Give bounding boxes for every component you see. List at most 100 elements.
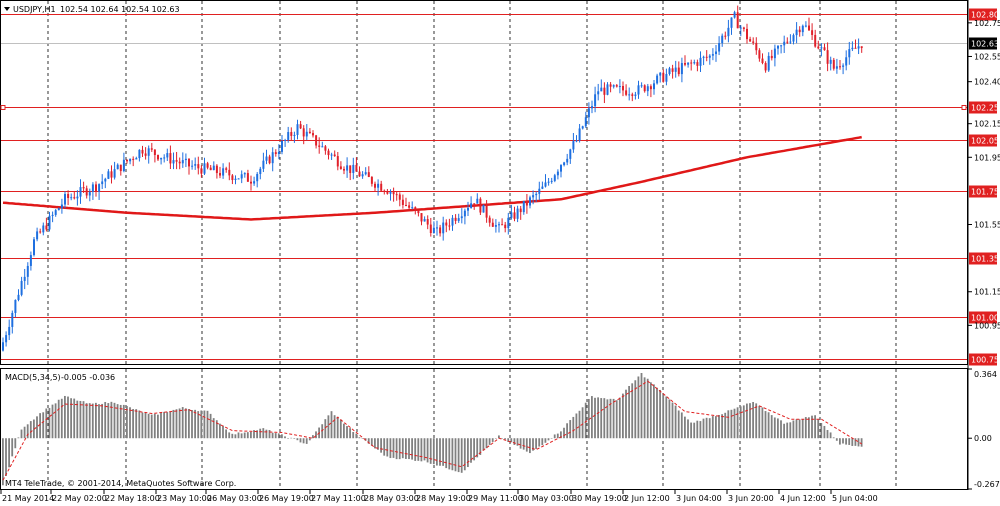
macd-histogram-bar — [132, 409, 134, 439]
candle-body — [389, 191, 392, 194]
x-tick-label: 30 May 03:00 — [519, 494, 574, 503]
candle-body — [665, 74, 668, 82]
macd-histogram-bar — [671, 402, 674, 439]
macd-histogram-bar — [584, 402, 587, 439]
candle-body — [684, 63, 686, 65]
candle-body — [147, 148, 150, 156]
macd-histogram-bar — [715, 416, 717, 439]
macd-histogram-bar — [687, 419, 689, 439]
candle-body — [572, 141, 575, 150]
candle-body — [222, 168, 225, 176]
candle-body — [773, 48, 776, 59]
line-anchor-icon[interactable] — [961, 105, 967, 110]
candle-body — [126, 159, 128, 162]
macd-histogram-bar — [637, 376, 640, 439]
macd-histogram-bar — [684, 416, 686, 439]
candle-body — [122, 159, 125, 172]
candle-body — [228, 169, 231, 176]
candle-body — [386, 191, 389, 194]
candle-body — [119, 164, 122, 172]
macd-histogram-bar — [783, 423, 785, 439]
candle-body — [494, 225, 497, 227]
candle-body — [556, 171, 559, 176]
candle-body — [54, 210, 57, 215]
candle-body — [330, 154, 333, 156]
macd-histogram-bar — [631, 383, 634, 439]
candle-body — [82, 187, 85, 189]
candle-body — [2, 342, 4, 351]
macd-histogram-bar — [556, 433, 559, 439]
macd-histogram-bar — [54, 403, 57, 439]
price-axis: 102.80102.25102.05101.75101.35101.00100.… — [968, 8, 1000, 366]
line-anchor-icon[interactable] — [0, 105, 6, 110]
macd-histogram-bar — [544, 438, 547, 443]
candle-body — [284, 139, 287, 141]
macd-histogram-bar — [578, 410, 581, 439]
macd-histogram-bar — [457, 438, 460, 473]
macd-axis: 0.364 0.00 -0.267 — [968, 368, 1000, 490]
macd-histogram-bar — [597, 397, 599, 439]
candle-body — [643, 85, 646, 92]
candle-body — [265, 156, 268, 161]
macd-histogram-bar — [343, 423, 345, 439]
candle-body — [662, 72, 665, 82]
macd-histogram-bar — [445, 438, 448, 469]
candle-body — [364, 172, 367, 175]
candle-body — [594, 94, 597, 107]
macd-histogram-bar — [451, 438, 454, 471]
macd-histogram-bar — [126, 406, 128, 439]
macd-histogram-bar — [98, 404, 100, 439]
macd-histogram-bar — [832, 437, 835, 439]
macd-histogram-bar — [600, 398, 603, 439]
macd-histogram-bar — [659, 389, 661, 439]
macd-histogram-bar — [116, 404, 119, 439]
macd-histogram-bar — [594, 397, 596, 439]
candle-body — [535, 193, 538, 196]
level-price-label: 102.25 — [971, 104, 999, 113]
candle-body — [256, 174, 259, 182]
macd-histogram-bar — [333, 415, 336, 439]
vertical-grid — [47, 1, 897, 489]
candle-body — [525, 200, 528, 206]
candle-body — [45, 225, 48, 230]
candle-body — [609, 84, 612, 87]
candle-body — [327, 150, 330, 156]
candle-body — [104, 178, 107, 182]
level-price-tag — [969, 311, 997, 324]
candle-body — [538, 188, 541, 194]
candle-body — [417, 210, 420, 214]
level-price-label: 100.75 — [971, 356, 999, 365]
macd-histogram-bar — [51, 404, 54, 439]
macd-histogram-bar — [141, 412, 144, 439]
x-tick-label: 26 May 03:00 — [207, 494, 262, 503]
macd-histogram-bar — [625, 389, 627, 439]
macd-histogram-bar — [284, 436, 286, 439]
candle-body — [457, 218, 460, 221]
macd-histogram-bar — [628, 385, 630, 439]
macd-histogram-bar — [64, 395, 66, 439]
candle-body — [742, 27, 745, 29]
macd-header: MACD(5,34,5) -0.005 -0.036 — [5, 373, 115, 382]
candle-body — [29, 255, 32, 266]
macd-histogram-bar — [845, 438, 847, 445]
macd-histogram-bar — [29, 421, 32, 439]
macd-histogram-bar — [401, 438, 404, 459]
candle-body — [51, 214, 54, 216]
macd-histogram-bar — [736, 407, 739, 439]
dropdown-triangle-icon[interactable] — [4, 7, 10, 11]
macd-histogram-bar — [547, 438, 550, 441]
macd-histogram-bar — [798, 419, 801, 439]
macd-histogram-bar — [355, 433, 358, 439]
candle-body — [157, 155, 159, 160]
candle-body — [166, 153, 169, 158]
macd-histogram-bar — [550, 438, 553, 439]
macd-histogram-bar — [649, 382, 652, 439]
candle-body — [287, 132, 290, 140]
candle-body — [603, 87, 606, 95]
candle-body — [259, 168, 262, 175]
macd-histogram-bar — [268, 430, 271, 439]
macd-histogram-bar — [522, 438, 525, 450]
macd-histogram-bar — [45, 408, 48, 439]
candle-body — [212, 165, 215, 171]
